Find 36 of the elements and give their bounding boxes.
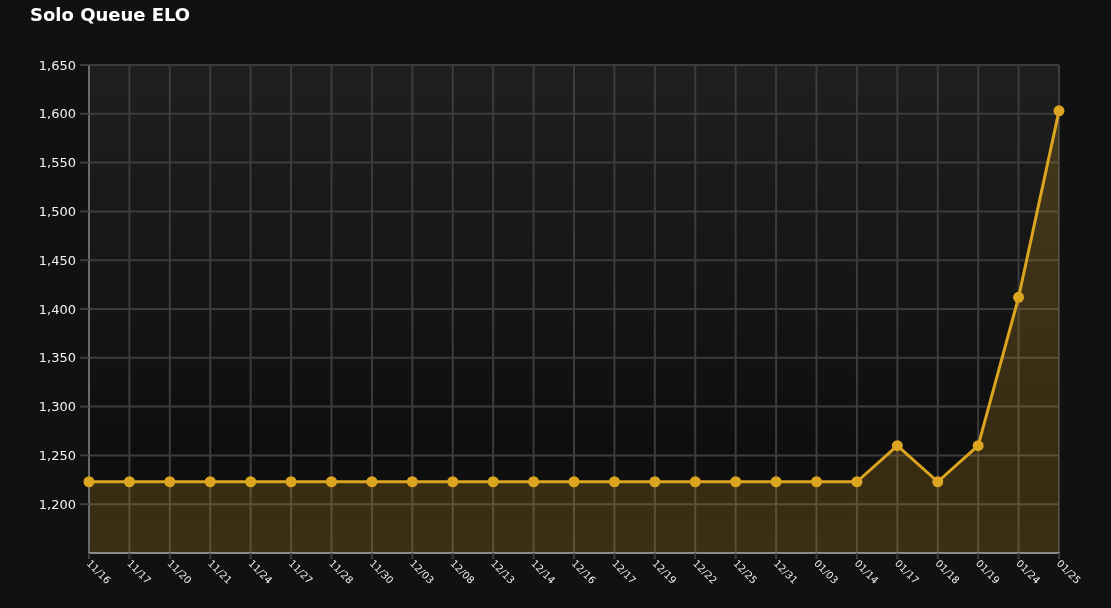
point (972, 440, 984, 452)
point (608, 476, 620, 488)
point (83, 476, 95, 488)
point (123, 476, 135, 488)
point (568, 476, 580, 488)
point (204, 476, 216, 488)
y-tick-label: 1,650 (38, 57, 76, 73)
point (689, 476, 701, 488)
y-tick-label: 1,400 (38, 301, 76, 317)
point (811, 476, 822, 488)
point (326, 476, 337, 488)
point (285, 476, 297, 488)
y-tick-label: 1,250 (38, 447, 76, 463)
point (649, 476, 661, 488)
point (891, 440, 903, 452)
point (164, 476, 176, 488)
y-tick-label: 1,300 (38, 399, 76, 415)
y-tick-label: 1,200 (38, 496, 76, 512)
y-tick-label: 1,350 (38, 350, 76, 366)
point (1053, 105, 1065, 117)
point (851, 476, 863, 488)
point (487, 476, 499, 488)
point (245, 476, 257, 488)
point (770, 476, 782, 488)
point (366, 476, 378, 488)
point (447, 476, 459, 488)
y-tick-label: 1,450 (38, 252, 76, 268)
y-tick-label: 1,550 (38, 155, 76, 171)
point (932, 476, 944, 488)
point (528, 476, 540, 488)
y-tick-label: 1,500 (38, 203, 76, 219)
y-tick-label: 1,600 (38, 106, 76, 122)
point (730, 476, 742, 488)
point (406, 476, 418, 488)
point (1013, 291, 1025, 303)
chart-title: Solo Queue ELO (30, 4, 191, 25)
